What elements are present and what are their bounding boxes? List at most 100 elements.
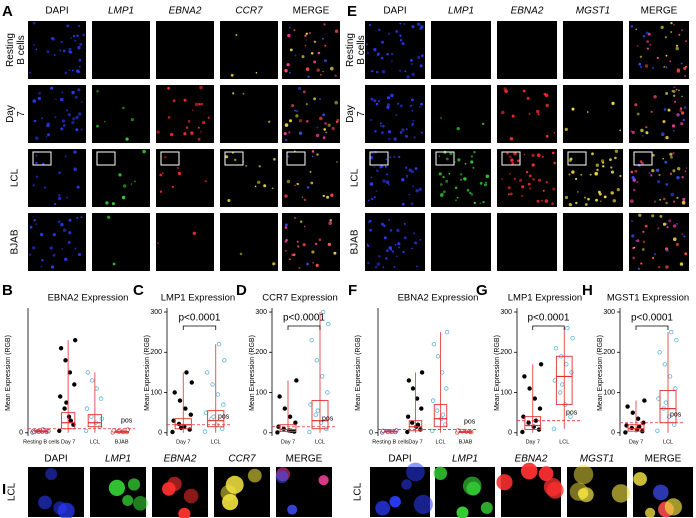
cell [522,89,526,93]
significance-bracket [635,325,669,330]
cell [322,113,326,117]
cell [509,137,514,141]
cell [35,161,38,165]
cell [545,134,549,138]
y-tick-label: 200 [603,349,615,356]
cell [411,122,415,125]
cell [235,34,238,36]
cell [396,228,400,233]
cell [411,72,415,77]
cell [420,102,423,106]
cell [645,131,649,135]
row-label: BJAB [350,229,361,254]
cell [413,232,415,235]
cell [38,495,52,510]
micrograph [563,21,623,79]
cell [322,70,324,73]
micrograph [563,213,623,271]
cell [388,183,390,186]
x-tick-label: LCL [559,439,569,445]
micrograph [365,149,425,207]
cell [631,176,635,180]
cell [78,65,81,68]
cell [288,131,291,134]
cell [633,246,636,249]
cell [230,73,234,77]
cell [659,215,663,218]
cell [334,74,337,77]
row-label-line: Day [5,105,16,123]
cell [660,25,664,29]
cell [442,176,445,179]
y-axis-label: Mean Expression (RGB) [597,335,604,411]
data-point [84,406,90,411]
y-axis-label: Mean Expression (RGB) [249,335,256,411]
cell [651,256,655,260]
data-point [405,429,410,435]
data-point [532,396,537,401]
cell [393,137,397,141]
cell [591,152,594,156]
data-point [637,424,642,429]
data-point [663,400,669,405]
data-point [655,428,660,433]
cell [639,55,643,58]
cell [390,60,393,63]
cell [53,203,57,206]
cell [411,98,414,102]
cell [650,110,653,113]
p-value: p<0.0001 [528,313,570,324]
micrograph [28,213,86,271]
cell [71,121,75,125]
micrograph [28,21,86,79]
inset-box [567,151,587,166]
cell [313,60,317,64]
cell [409,104,413,108]
cell [632,178,636,182]
cell [482,122,485,126]
cell [545,181,548,184]
cell [35,136,39,140]
cell [313,97,316,101]
cell [74,39,77,42]
data-point [188,412,193,417]
cell [366,52,369,55]
cell [404,70,407,73]
cell [322,194,325,198]
data-point [537,406,543,411]
cell [631,220,633,223]
micrograph [497,149,557,207]
cell [664,36,668,39]
data-point [520,429,525,435]
cell [76,216,79,219]
cell [417,22,421,26]
x-tick-label: Day 7 [526,439,540,445]
column-header: DAPI [388,454,411,465]
cell [397,242,401,246]
cell [619,174,622,178]
cell [299,119,303,123]
cell [289,119,292,123]
cell [656,56,659,60]
cell [602,165,605,168]
cell [470,160,474,164]
row-label-line: 7 [16,111,27,117]
chart-title: EBNA2 Expression [48,293,129,304]
cell [633,472,647,486]
inset-box [633,151,653,166]
cell [271,187,274,190]
cell [677,167,681,171]
cell [330,66,334,71]
cell [663,121,666,124]
cell [655,168,660,172]
cell [388,137,391,140]
cell [37,96,41,101]
cell [322,136,326,140]
cell [284,138,288,142]
micrograph [92,213,150,271]
cell [133,496,148,511]
data-point [522,374,527,379]
cell [665,201,668,205]
cell [67,241,71,244]
cell [680,122,684,126]
